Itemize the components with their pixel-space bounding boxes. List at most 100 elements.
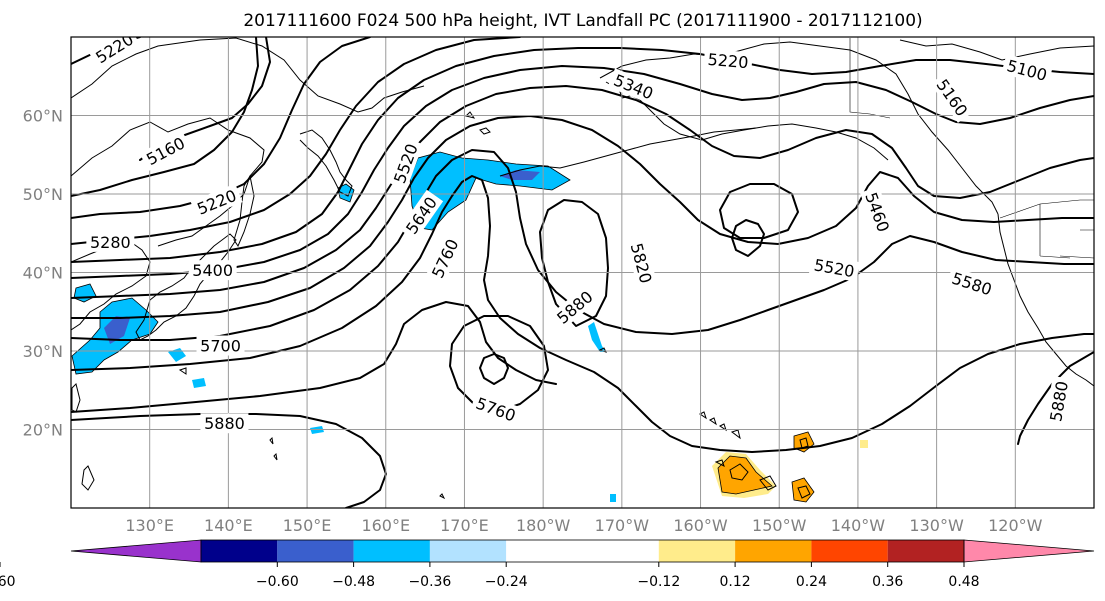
latitude-tick-label: 60°N — [23, 107, 63, 126]
colorbar-extend-low — [70, 539, 202, 563]
contour-label-text: 5880 — [204, 414, 245, 433]
latitude-tick-label: 30°N — [23, 342, 63, 361]
contour-path — [1017, 351, 1094, 445]
contour-label-background — [387, 137, 424, 190]
contour-label-background — [399, 189, 444, 241]
ivt-area-hawaii-core — [717, 455, 773, 495]
map-frame — [70, 36, 1095, 509]
contour-path — [71, 115, 1094, 319]
contour-path — [71, 413, 387, 508]
contour-label-text: 5400 — [192, 261, 233, 280]
gridlines — [71, 37, 1094, 508]
coastlines — [71, 37, 1094, 500]
contour-label-text: 5280 — [90, 233, 131, 252]
contour-label-background — [139, 130, 192, 171]
contour-label-background — [469, 391, 522, 427]
contour-path — [71, 47, 1094, 263]
longitude-tick-label: 150°E — [283, 516, 332, 535]
longitude-tick-label: 180°W — [516, 516, 571, 535]
coast-na-west — [997, 213, 1094, 387]
contour-path — [731, 219, 765, 257]
contour-label-background — [549, 283, 600, 331]
colorbar-segment — [887, 540, 964, 562]
contour-label: 5880 — [1044, 375, 1073, 427]
contour-label-background — [859, 186, 896, 239]
coast-alaska-west — [605, 81, 889, 161]
ivt-area-east-3 — [860, 440, 868, 448]
contour-label-background — [1044, 375, 1073, 427]
contour-label-background — [196, 335, 245, 356]
longitude-tick-label: 160°E — [361, 516, 410, 535]
latitude-tick-label: 50°N — [23, 185, 63, 204]
colorbar-segment — [811, 540, 888, 562]
contour-path — [539, 199, 609, 327]
contour-label-text: 5700 — [200, 337, 241, 356]
ivt-area-japan-core — [104, 316, 130, 344]
contour-label-background — [425, 232, 464, 285]
colorbar-segment — [506, 540, 659, 562]
coast-nw-hawaiian — [699, 411, 741, 440]
coast-aleutians — [499, 127, 757, 177]
colorbar-segment — [429, 540, 507, 562]
contour-label-background — [200, 413, 249, 434]
border-states — [1039, 204, 1094, 259]
coast-sakhalin — [233, 174, 255, 248]
longitude-tick-label: 130°E — [125, 516, 174, 535]
contour-label-background — [190, 183, 243, 221]
colorbar-tick-label: 0.60 — [0, 574, 16, 590]
latitude-tick-label: 20°N — [23, 421, 63, 440]
contour-label: 5220 — [703, 48, 753, 73]
colorbar-tick-label: −0.12 — [637, 574, 680, 590]
coast-hawaii — [714, 437, 811, 499]
colorbar-extend-high — [963, 539, 1095, 563]
longitude-tick-label: 140°E — [204, 516, 253, 535]
contour-label-background — [607, 68, 660, 105]
longitude-tick-label: 170°E — [440, 516, 489, 535]
colorbar-tick-label: 0.48 — [948, 574, 979, 590]
contour-label-background — [930, 72, 975, 123]
coast-asia-north — [71, 37, 425, 113]
contour-path — [71, 37, 259, 197]
contour-path — [71, 37, 371, 219]
colorbar-segment — [353, 540, 430, 562]
colorbar-tick-label: −0.48 — [332, 574, 375, 590]
colorbar-outline — [200, 539, 965, 563]
contour-label-background — [703, 48, 753, 73]
contour-label: 5880 — [200, 413, 249, 434]
coast-okhotsk — [71, 117, 265, 247]
contour-label-text: 5220 — [707, 50, 749, 72]
coast-kamchatka — [299, 129, 353, 197]
latitude-tick-labels: 20°N 30°N 40°N 50°N 60°N — [23, 107, 63, 440]
longitude-tick-label: 160°W — [673, 516, 728, 535]
coast-arctic — [899, 39, 1094, 61]
contour-label-background — [188, 260, 237, 281]
contour-path — [71, 37, 521, 245]
figure-title: 2017111600 F024 500 hPa height, IVT Land… — [243, 11, 922, 31]
contour-path — [71, 175, 1094, 453]
ivt-area-small-1 — [192, 378, 206, 388]
longitude-tick-label: 150°W — [752, 516, 807, 535]
contour-path — [71, 301, 557, 413]
contour-label: 5400 — [188, 260, 237, 281]
contour-label-background — [808, 253, 860, 282]
colorbar-tick-label: 0.24 — [796, 574, 827, 590]
contour-label: 5280 — [86, 231, 135, 252]
ivt-area-kamchatka — [337, 183, 355, 203]
longitude-tick-label: 140°W — [831, 516, 886, 535]
contour-label-background — [946, 266, 998, 301]
colorbar: −0.60 −0.48 −0.36 −0.24 −0.12 0.12 0.24 0.36 0.4… — [0, 539, 1095, 590]
colorbar-segment — [201, 540, 278, 562]
longitude-tick-label: 170°W — [595, 516, 650, 535]
longitude-tick-label: 120°W — [988, 516, 1043, 535]
colorbar-tick-label: −0.36 — [408, 574, 451, 590]
colorbar-segment — [658, 540, 736, 562]
colorbar-tick-label: 0.12 — [720, 574, 751, 590]
contour-label-background — [1001, 54, 1053, 86]
longitude-tick-labels: 130°E 140°E 150°E 160°E 170°E 180°W 170°W 160°W… — [125, 516, 1042, 535]
contour-path — [71, 65, 1094, 279]
border-canada-usa — [999, 199, 1094, 219]
contour-label: 5700 — [196, 335, 245, 356]
height-contours — [71, 37, 1094, 508]
